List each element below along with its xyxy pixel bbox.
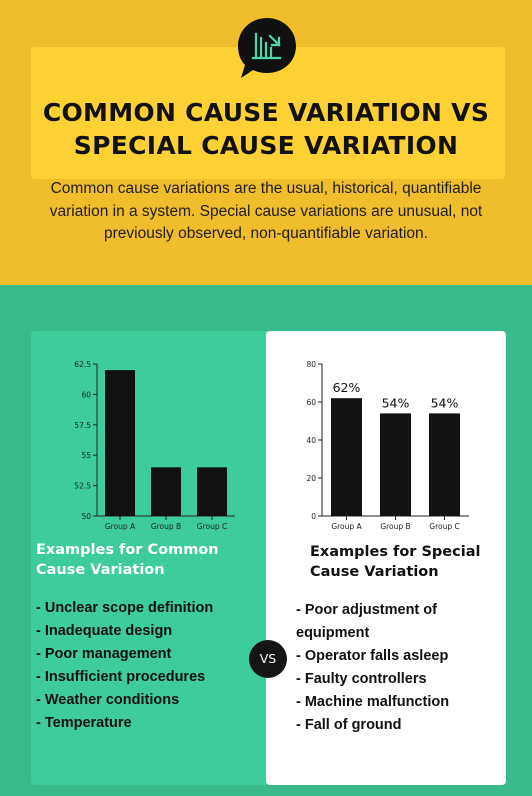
list-item: - Temperature [36,715,132,731]
common-heading-line-2: Cause Variation [36,562,165,578]
y-tick-label: 57.5 [74,421,91,430]
vs-badge: VS [249,640,287,678]
common-cause-chart: 50 52.5 55 57.5 60 62.5 Group A Group B Group C [74,360,235,531]
list-item: - Weather conditions [36,692,180,708]
x-tick-label: Group A [105,522,136,531]
y-tick-label: 60 [306,398,316,407]
special-heading-line-1: Examples for Special [310,544,481,560]
data-label: 54% [431,395,459,410]
y-tick-label: 55 [81,451,91,460]
x-tick-label: Group B [380,522,410,531]
list-item: - Poor management [36,646,172,662]
list-item: - Fall of ground [296,717,402,733]
data-label: 54% [382,395,410,410]
y-tick-label: 52.5 [74,482,91,491]
common-heading-line-1: Examples for Common [36,542,219,558]
bar [105,370,135,516]
y-tick-label: 62.5 [74,360,91,369]
special-cause-chart: 0 20 40 60 80 Group A 62% Group B 54% Group C 54% [306,360,469,531]
x-tick-label: Group C [429,522,459,531]
special-cause-heading: Examples for Special Cause Variation [310,542,510,582]
description: Common cause variations are the usual, h… [49,180,483,242]
list-item: - Unclear scope definition [36,600,214,616]
y-tick-label: 80 [306,360,316,369]
y-tick-label: 20 [306,474,316,483]
common-cause-list: - Unclear scope definition - Inadequate … [36,597,261,735]
title-line-1: COMMON CAUSE VARIATION VS [42,98,490,127]
bar [151,467,181,516]
page-title: COMMON CAUSE VARIATION VS SPECIAL CAUSE … [0,96,532,162]
special-heading-line-2: Cause Variation [310,564,439,580]
bar [429,413,460,516]
data-label: 62% [333,380,361,395]
chart-arrow-icon [238,18,296,78]
common-cause-card [31,331,269,785]
list-item: - Machine malfunction [296,694,450,710]
x-tick-label: Group C [197,522,227,531]
list-item: - Faulty controllers [296,671,427,687]
list-item: - Insufficient procedures [36,669,206,685]
bar [197,467,227,516]
y-tick-label: 50 [81,512,91,521]
list-item: - Inadequate design [36,623,173,639]
special-cause-list: - Poor adjustment of equipment - Operato… [296,599,496,737]
title-line-2: SPECIAL CAUSE VARIATION [73,131,459,160]
list-item: - Poor adjustment of [296,602,437,618]
special-cause-card [266,331,506,785]
common-cause-heading: Examples for Common Cause Variation [36,540,261,580]
list-item: equipment [296,625,370,641]
bar [380,413,411,516]
x-tick-label: Group B [151,522,181,531]
list-item: - Operator falls asleep [296,648,449,664]
y-tick-label: 0 [311,512,316,521]
bar [331,398,362,516]
x-tick-label: Group A [331,522,362,531]
y-tick-label: 60 [81,390,91,399]
y-tick-label: 40 [306,436,316,445]
